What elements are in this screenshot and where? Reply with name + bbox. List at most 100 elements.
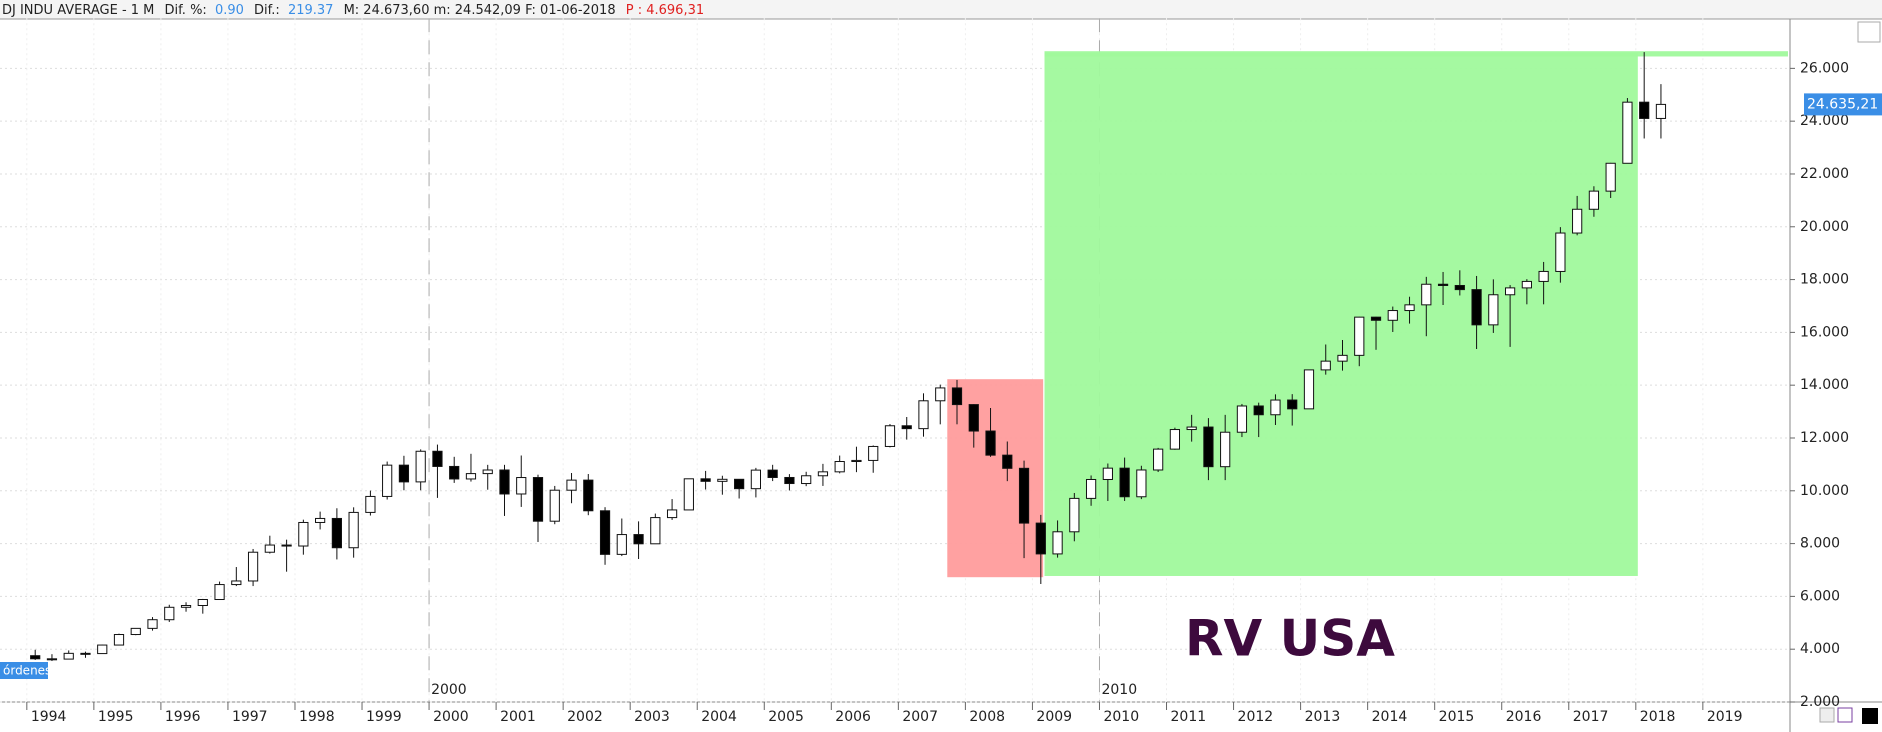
candle-body — [901, 425, 912, 430]
candle-body — [801, 475, 812, 485]
dif-pct-label: Dif. %: — [165, 3, 207, 18]
x-tick-label: 1997 — [232, 709, 268, 725]
candle-body — [180, 605, 192, 608]
x-tick-label: 2019 — [1707, 709, 1743, 725]
candle-body — [650, 517, 661, 545]
candle-body — [834, 461, 845, 473]
x-tick-label: 2006 — [835, 709, 871, 725]
candle-body — [247, 551, 259, 582]
candle-body — [1236, 405, 1248, 433]
x-tick-label: 1994 — [31, 709, 67, 725]
candle-body — [566, 479, 577, 491]
symbol: DJ INDU AVERAGE - 1 M — [2, 3, 154, 18]
y-tick-label: 4.000 — [1800, 641, 1840, 657]
candle-body — [734, 478, 745, 490]
x-tick-label: 2001 — [500, 709, 536, 725]
candle-body — [231, 580, 242, 586]
candle-body — [1622, 101, 1633, 164]
candle-body — [465, 473, 477, 480]
candle-body — [750, 469, 761, 490]
decade-label: 2000 — [431, 682, 467, 698]
candle-body — [1253, 405, 1264, 416]
x-tick-label: 1996 — [165, 709, 201, 725]
candle-body — [97, 644, 108, 655]
candle-body — [80, 652, 91, 655]
x-tick-label: 2008 — [969, 709, 1005, 725]
candle-body — [1521, 280, 1532, 289]
candle-body — [1035, 522, 1046, 555]
y-tick-label: 10.000 — [1800, 483, 1849, 499]
candle-body — [1354, 316, 1365, 356]
candle-body — [164, 606, 175, 621]
y-tick-label: 18.000 — [1800, 272, 1849, 288]
candle-body — [599, 510, 611, 555]
x-tick-label: 2000 — [433, 709, 469, 725]
candle-body — [365, 495, 376, 513]
orders-tag-bg — [0, 662, 48, 679]
candle-body — [583, 479, 594, 512]
candle-body — [1639, 101, 1650, 119]
candle-body — [214, 584, 225, 601]
candle-body — [1488, 294, 1499, 326]
x-tick-label: 2016 — [1506, 709, 1542, 725]
x-tick-label: 1995 — [98, 709, 134, 725]
window-button[interactable] — [1857, 21, 1881, 43]
candle-body — [1471, 289, 1482, 326]
candle-body — [415, 450, 426, 483]
candle-body — [432, 450, 443, 467]
candle-body — [1320, 360, 1331, 371]
candle-body — [281, 544, 292, 547]
x-tick-label: 2005 — [768, 709, 804, 725]
y-tick-label: 14.000 — [1800, 377, 1849, 393]
save-button[interactable] — [1837, 707, 1853, 723]
x-tick-label: 2018 — [1640, 709, 1676, 725]
candle-body — [1287, 399, 1298, 410]
header-bar — [0, 0, 1882, 19]
candle-body — [1169, 429, 1181, 450]
candle-body — [1454, 284, 1465, 291]
range: M: 24.673,60 m: 24.542,09 F: 01-06-2018 — [344, 3, 616, 18]
region — [1044, 51, 1788, 57]
candle-body — [985, 430, 996, 456]
candle-body — [331, 517, 342, 549]
tool-button[interactable] — [1819, 707, 1835, 723]
candle-body — [767, 469, 778, 478]
x-tick-label: 2004 — [701, 709, 737, 725]
candle-body — [851, 459, 862, 463]
y-tick-label: 22.000 — [1800, 166, 1849, 182]
candle-body — [499, 469, 510, 495]
candle-body — [264, 544, 275, 553]
dif-label: Dif.: — [254, 3, 280, 18]
y-tick-label: 12.000 — [1800, 430, 1849, 446]
y-tick-label: 6.000 — [1800, 588, 1840, 604]
candle-body — [666, 509, 678, 519]
candle-body — [30, 655, 41, 660]
candle-body — [197, 599, 208, 607]
candle-body — [398, 464, 410, 483]
candle-body — [868, 445, 879, 461]
orders-tag[interactable]: órdenes — [3, 664, 51, 678]
y-tick-label: 2.000 — [1800, 694, 1840, 710]
region — [1044, 52, 1638, 576]
candle-body — [1337, 354, 1348, 362]
color-button[interactable] — [1862, 708, 1878, 724]
candle-body — [1270, 399, 1281, 416]
y-tick-label: 24.000 — [1800, 113, 1849, 129]
candle-body — [1303, 369, 1315, 410]
candle-body — [884, 425, 896, 447]
candle-body — [616, 534, 627, 555]
candle-body — [1153, 448, 1164, 471]
candle-body — [1085, 478, 1097, 499]
candle-body — [1018, 467, 1030, 524]
candle-body — [1220, 431, 1231, 468]
x-tick-label: 2011 — [1171, 709, 1207, 725]
candle-body — [147, 619, 158, 629]
x-tick-label: 2002 — [567, 709, 603, 725]
decade-label: 2010 — [1101, 682, 1137, 698]
y-tick-label: 16.000 — [1800, 324, 1849, 340]
y-tick-label: 8.000 — [1800, 536, 1840, 552]
candle-body — [1370, 316, 1382, 321]
candle-body — [1186, 426, 1197, 431]
x-tick-label: 2013 — [1305, 709, 1341, 725]
candle-body — [1655, 103, 1667, 119]
